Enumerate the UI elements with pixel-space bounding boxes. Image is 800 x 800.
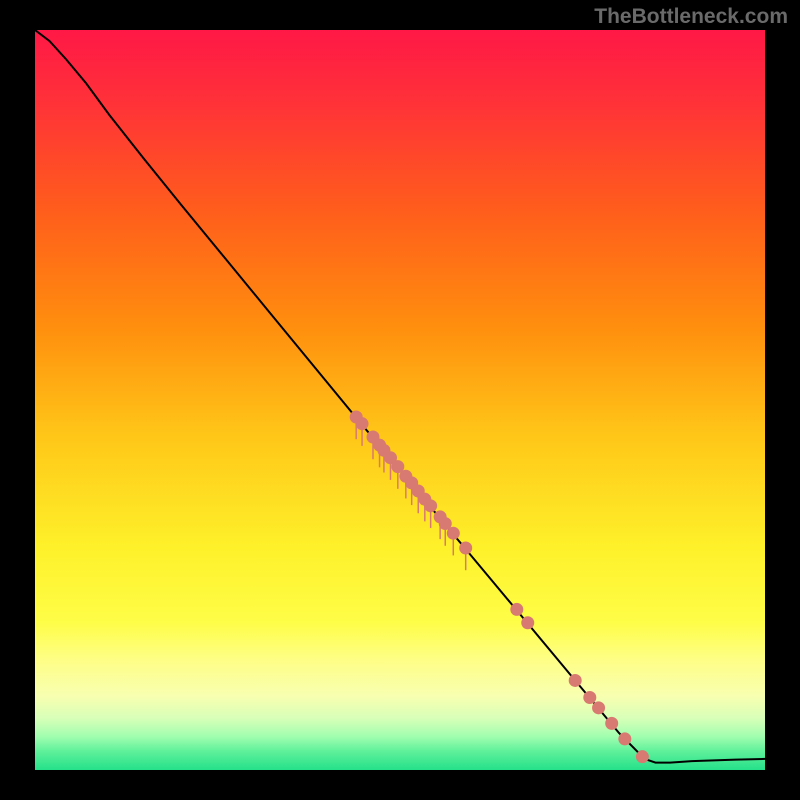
data-point: [439, 518, 451, 530]
plot-area: [35, 30, 765, 770]
data-point: [460, 542, 472, 554]
data-point: [593, 702, 605, 714]
data-point: [569, 674, 581, 686]
data-point: [636, 751, 648, 763]
trend-line: [35, 30, 765, 763]
chart-container: TheBottleneck.com: [0, 0, 800, 800]
data-point: [356, 418, 368, 430]
data-point: [392, 461, 404, 473]
data-markers: [350, 411, 648, 763]
data-point: [606, 717, 618, 729]
data-point: [511, 603, 523, 615]
chart-svg: [35, 30, 765, 770]
watermark-label: TheBottleneck.com: [594, 5, 788, 29]
data-point: [619, 733, 631, 745]
data-point: [522, 617, 534, 629]
data-point: [447, 527, 459, 539]
data-point: [584, 691, 596, 703]
data-point: [425, 500, 437, 512]
